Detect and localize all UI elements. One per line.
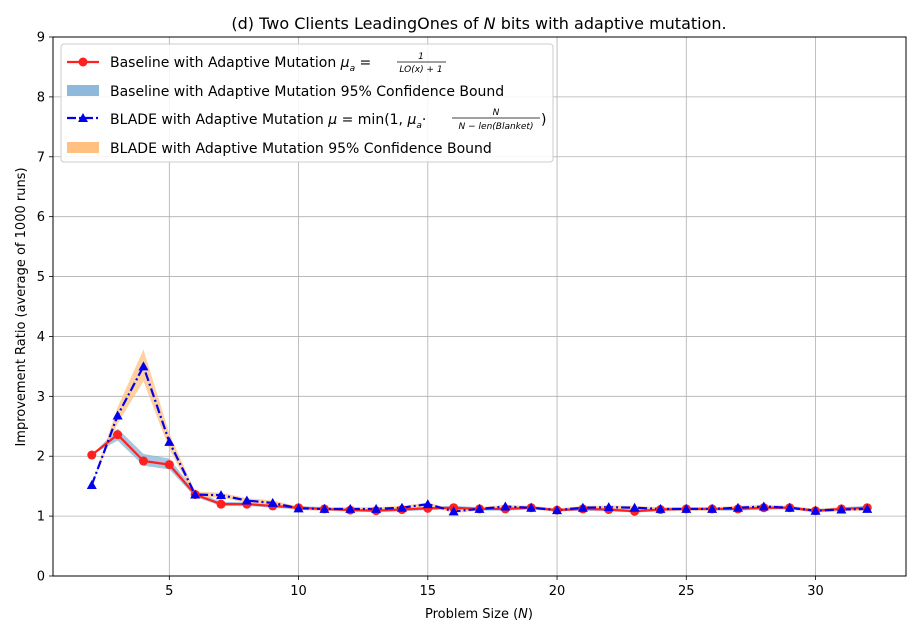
x-tick-label: 20 [549, 584, 566, 599]
blade-point [112, 410, 123, 420]
legend-formula-baseline-denominator: LO(x) + 1 [399, 65, 442, 75]
baseline-point [216, 499, 226, 509]
blade-point [345, 503, 356, 513]
blade-point [448, 506, 459, 516]
blade-point [319, 503, 330, 513]
legend-label-baseline: Baseline with Adaptive Mutation μa = [110, 55, 371, 74]
blade-series-line [90, 365, 868, 513]
blade-point [758, 501, 769, 511]
legend-label-baseline-band: Baseline with Adaptive Mutation 95% Conf… [110, 84, 504, 100]
legend-item-baseline: Baseline with Adaptive Mutation μa = 1 L… [67, 52, 446, 75]
blade-point [267, 497, 278, 507]
legend-label-blade: BLADE with Adaptive Mutation μ = min(1, … [110, 112, 426, 131]
blade-point [293, 503, 304, 513]
legend-formula-baseline-numerator: 1 [418, 52, 424, 62]
baseline-point [138, 456, 148, 466]
legend-frame [60, 43, 554, 163]
x-axis-title: Problem Size (N) [425, 607, 533, 622]
legend-formula-blade-close: ) [541, 112, 546, 128]
legend-swatch-blade-band [67, 142, 99, 153]
legend-swatch-blade-marker [78, 113, 88, 122]
blade-point [190, 489, 201, 499]
y-tick-label: 4 [37, 330, 45, 345]
y-tick-label: 0 [37, 570, 45, 585]
y-axis-title: Improvement Ratio (average of 1000 runs) [14, 167, 29, 446]
blade-point [422, 499, 433, 509]
blade-point [681, 503, 692, 513]
plot-frame [52, 36, 907, 577]
y-tick-label: 5 [37, 270, 45, 285]
blade-point [707, 503, 718, 513]
blade-point [371, 503, 382, 513]
baseline-point [87, 450, 97, 460]
chart-title: (d) Two Clients LeadingOnes of N bits wi… [231, 14, 726, 33]
baseline-point [113, 430, 123, 440]
y-tick-label: 3 [37, 390, 45, 405]
blade-point [86, 479, 97, 489]
blade-point [216, 490, 227, 500]
y-tick-label: 6 [37, 210, 45, 225]
series-markers [86, 361, 873, 516]
blade-point [732, 502, 743, 512]
legend: Baseline with Adaptive Mutation μa = 1 L… [60, 43, 554, 163]
x-tick-label: 25 [678, 584, 695, 599]
x-tick-label: 10 [290, 584, 307, 599]
blade-point [164, 436, 175, 446]
legend-item-blade-band: BLADE with Adaptive Mutation 95% Confide… [67, 141, 492, 157]
legend-label-blade-band: BLADE with Adaptive Mutation 95% Confide… [110, 141, 492, 157]
blade-point [655, 503, 666, 513]
blade-point [577, 502, 588, 512]
blade-point [629, 502, 640, 512]
blade-point [603, 502, 614, 512]
legend-swatch-baseline-band [67, 85, 99, 96]
series-lines [90, 365, 868, 513]
blade-point [241, 495, 252, 505]
blade-point [396, 502, 407, 512]
y-tick-label: 9 [37, 31, 45, 46]
blade-point [526, 502, 537, 512]
legend-item-baseline-band: Baseline with Adaptive Mutation 95% Conf… [67, 84, 504, 100]
baseline-point [164, 460, 174, 470]
blade-point [810, 505, 821, 515]
blade-point [500, 501, 511, 511]
x-tick-label: 5 [165, 584, 173, 599]
blade-confidence-band [91, 349, 868, 514]
blade-point [552, 505, 563, 515]
legend-formula-blade-denominator: N − len(Blanket) [459, 122, 534, 132]
y-tick-label: 8 [37, 90, 45, 105]
blade-point [836, 504, 847, 514]
blade-point [784, 502, 795, 512]
blade-point [862, 503, 873, 513]
y-tick-label: 2 [37, 450, 45, 465]
legend-swatch-baseline-marker [78, 57, 88, 67]
legend-formula-blade-numerator: N [493, 108, 500, 118]
legend-item-blade: BLADE with Adaptive Mutation μ = min(1, … [67, 108, 546, 132]
baseline-series-line [91, 433, 868, 513]
blade-point [474, 503, 485, 513]
y-tick-label: 7 [37, 150, 45, 165]
blade-point [138, 361, 149, 371]
x-tick-label: 15 [420, 584, 437, 599]
axis-ticks: 5 10 15 20 25 30 0 1 2 3 4 5 6 7 8 9 [37, 31, 824, 600]
y-tick-label: 1 [37, 510, 45, 525]
confidence-bands [91, 349, 868, 514]
x-tick-label: 30 [807, 584, 824, 599]
